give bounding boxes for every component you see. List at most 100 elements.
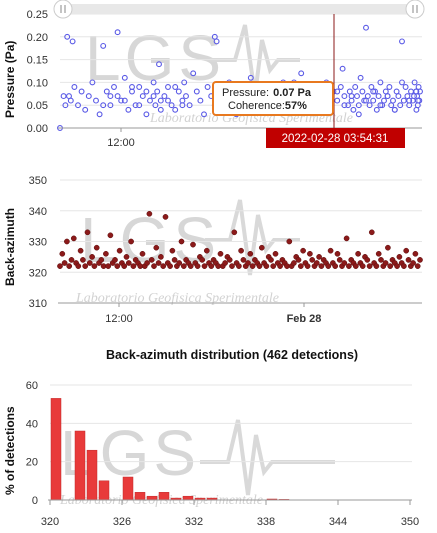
pressure-point[interactable] xyxy=(391,106,398,113)
backazimuth-point[interactable] xyxy=(203,247,210,254)
backazimuth-point[interactable] xyxy=(178,238,185,245)
pressure-point[interactable] xyxy=(370,88,377,95)
distribution-bar[interactable] xyxy=(182,495,194,501)
pressure-point[interactable] xyxy=(384,93,391,100)
backazimuth-point[interactable] xyxy=(57,263,63,269)
pressure-point[interactable] xyxy=(172,84,179,90)
backazimuth-point[interactable] xyxy=(304,263,311,269)
backazimuth-point[interactable] xyxy=(112,257,118,263)
backazimuth-point[interactable] xyxy=(325,263,332,269)
backazimuth-point[interactable] xyxy=(403,247,410,254)
backazimuth-point[interactable] xyxy=(373,263,380,269)
backazimuth-point[interactable] xyxy=(417,257,423,263)
backazimuth-point[interactable] xyxy=(158,254,164,260)
distribution-bar[interactable] xyxy=(98,480,110,501)
pressure-point[interactable] xyxy=(64,33,71,40)
backazimuth-point[interactable] xyxy=(286,238,293,245)
backazimuth-point[interactable] xyxy=(169,247,176,254)
pressure-point[interactable] xyxy=(411,79,418,86)
pressure-point[interactable] xyxy=(71,84,78,90)
backazimuth-point[interactable] xyxy=(297,263,304,269)
pressure-point[interactable] xyxy=(157,106,164,113)
distribution-bar[interactable] xyxy=(50,398,62,501)
backazimuth-point[interactable] xyxy=(309,257,316,263)
pressure-point[interactable] xyxy=(168,102,175,109)
pressure-point[interactable] xyxy=(370,97,377,104)
backazimuth-point[interactable] xyxy=(125,260,132,266)
pressure-point[interactable] xyxy=(154,88,161,95)
backazimuth-point[interactable] xyxy=(396,254,403,260)
backazimuth-point[interactable] xyxy=(295,257,302,263)
backazimuth-point[interactable] xyxy=(84,229,91,236)
pressure-point[interactable] xyxy=(190,70,197,77)
pressure-point[interactable] xyxy=(183,93,189,100)
backazimuth-point[interactable] xyxy=(249,263,256,269)
distribution-bar[interactable] xyxy=(134,492,146,501)
pressure-point[interactable] xyxy=(121,74,128,81)
backazimuth-point[interactable] xyxy=(394,263,400,269)
pressure-point[interactable] xyxy=(377,102,384,109)
backazimuth-point[interactable] xyxy=(341,260,348,266)
backazimuth-point[interactable] xyxy=(176,260,183,266)
backazimuth-point[interactable] xyxy=(64,238,70,245)
backazimuth-point[interactable] xyxy=(208,263,215,269)
pressure-point[interactable] xyxy=(157,97,164,104)
range-handle-left[interactable] xyxy=(53,0,73,19)
pressure-point[interactable] xyxy=(334,88,341,95)
pressure-point[interactable] xyxy=(165,84,171,90)
pressure-point[interactable] xyxy=(85,93,92,100)
pressure-point[interactable] xyxy=(402,84,409,90)
backazimuth-point[interactable] xyxy=(414,263,421,269)
backazimuth-point[interactable] xyxy=(238,247,244,254)
backazimuth-point[interactable] xyxy=(77,247,84,254)
pressure-point[interactable] xyxy=(397,102,404,109)
backazimuth-point[interactable] xyxy=(105,263,112,269)
pressure-point[interactable] xyxy=(247,74,254,81)
pressure-point[interactable] xyxy=(150,93,157,100)
distribution-bar[interactable] xyxy=(86,449,98,501)
pressure-point[interactable] xyxy=(165,97,171,104)
backazimuth-point[interactable] xyxy=(318,263,325,269)
backazimuth-point[interactable] xyxy=(291,260,297,266)
backazimuth-point[interactable] xyxy=(247,250,254,257)
backazimuth-point[interactable] xyxy=(171,257,178,263)
backazimuth-point[interactable] xyxy=(378,257,384,263)
backazimuth-point[interactable] xyxy=(359,263,366,269)
pressure-point[interactable] xyxy=(352,84,359,90)
pressure-point[interactable] xyxy=(339,65,346,72)
pressure-point[interactable] xyxy=(107,93,114,100)
backazimuth-point[interactable] xyxy=(66,263,73,269)
pressure-point[interactable] xyxy=(413,88,419,95)
pressure-point[interactable] xyxy=(381,97,387,104)
backazimuth-point[interactable] xyxy=(80,257,86,263)
pressure-point[interactable] xyxy=(193,88,200,95)
backazimuth-point[interactable] xyxy=(277,263,283,269)
pressure-point[interactable] xyxy=(114,29,121,36)
range-handle-right[interactable] xyxy=(405,0,425,19)
pressure-point[interactable] xyxy=(363,97,369,104)
backazimuth-point[interactable] xyxy=(343,235,350,242)
backazimuth-point[interactable] xyxy=(334,250,341,257)
backazimuth-point[interactable] xyxy=(167,263,173,269)
backazimuth-point[interactable] xyxy=(123,254,130,260)
backazimuth-point[interactable] xyxy=(162,214,169,220)
backazimuth-point[interactable] xyxy=(263,263,270,269)
pressure-point[interactable] xyxy=(197,97,204,104)
pressure-point[interactable] xyxy=(93,97,99,104)
pressure-point[interactable] xyxy=(408,88,414,95)
pressure-point[interactable] xyxy=(355,102,362,109)
pressure-point[interactable] xyxy=(399,79,405,86)
pressure-point[interactable] xyxy=(62,102,69,109)
backazimuth-point[interactable] xyxy=(91,263,98,269)
pressure-point[interactable] xyxy=(114,93,121,100)
pressure-point[interactable] xyxy=(395,93,402,100)
pressure-point[interactable] xyxy=(136,102,143,109)
backazimuth-point[interactable] xyxy=(130,263,137,269)
backazimuth-point[interactable] xyxy=(229,263,235,269)
backazimuth-point[interactable] xyxy=(385,244,391,251)
backazimuth-point[interactable] xyxy=(68,257,75,263)
backazimuth-point[interactable] xyxy=(364,257,371,263)
pressure-point[interactable] xyxy=(75,102,81,109)
pressure-point[interactable] xyxy=(96,111,103,118)
pressure-point[interactable] xyxy=(107,102,114,109)
